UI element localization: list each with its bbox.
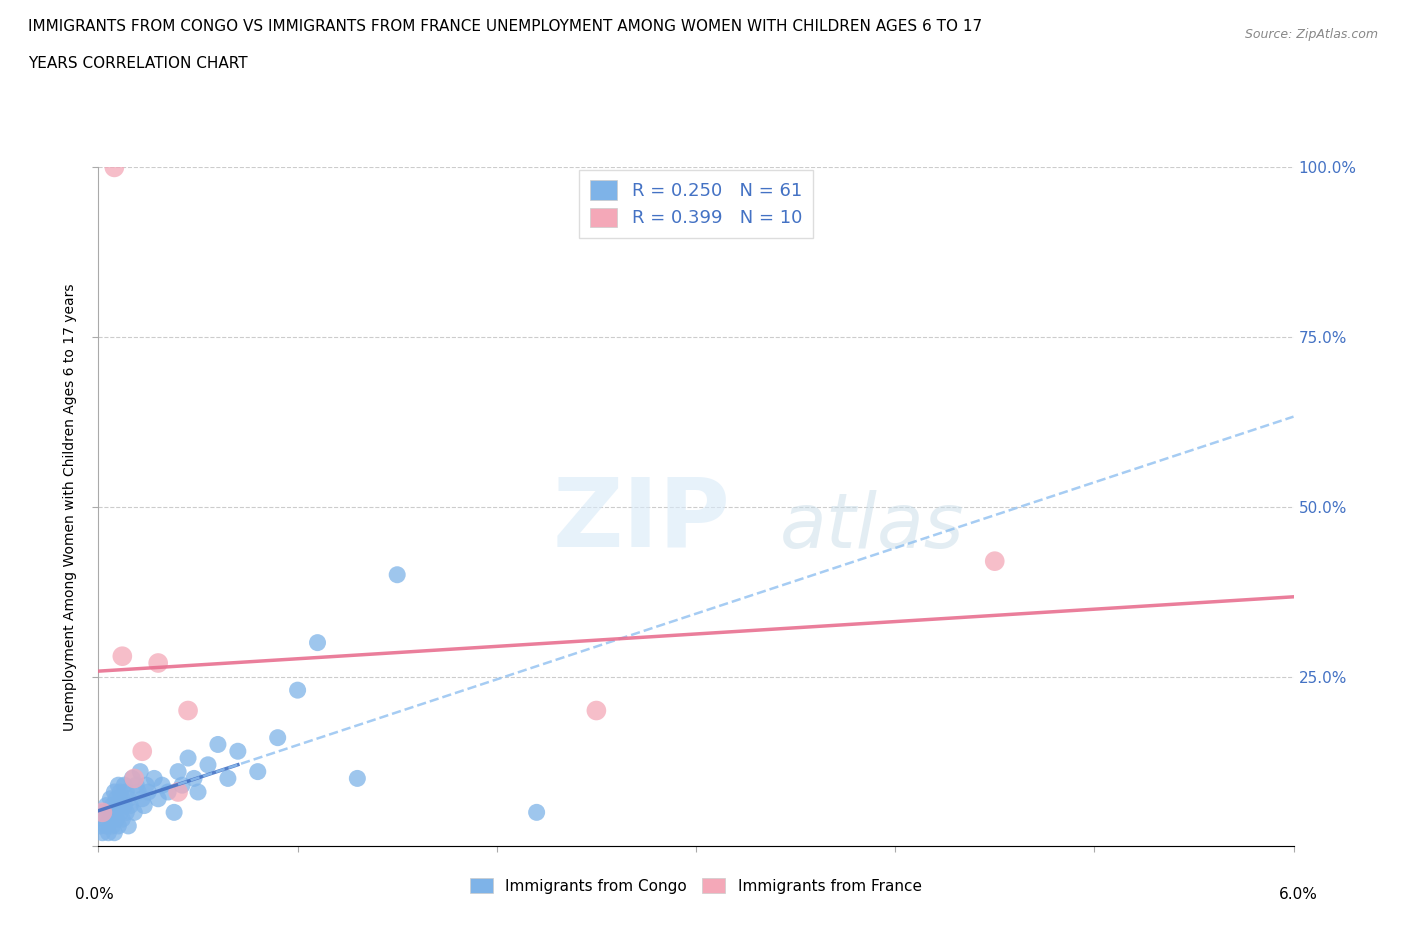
Point <box>110 785 132 800</box>
Point <box>129 764 152 779</box>
Point <box>112 798 135 813</box>
Point <box>91 805 114 820</box>
Y-axis label: Unemployment Among Women with Children Ages 6 to 17 years: Unemployment Among Women with Children A… <box>63 283 77 731</box>
Point <box>105 791 128 806</box>
Point <box>97 825 120 840</box>
Point <box>93 812 115 827</box>
Point <box>103 805 125 820</box>
Point <box>98 812 122 827</box>
Point <box>117 818 139 833</box>
Point <box>111 649 134 664</box>
Point <box>107 777 129 792</box>
Text: atlas: atlas <box>779 490 965 565</box>
Point <box>124 771 146 786</box>
Point <box>107 798 129 813</box>
Point <box>117 791 139 806</box>
Point <box>103 825 125 840</box>
Point <box>101 798 124 813</box>
Point <box>157 785 180 800</box>
Point <box>167 785 190 800</box>
Point <box>91 825 114 840</box>
Text: 0.0%: 0.0% <box>75 887 114 902</box>
Point <box>287 683 309 698</box>
Point <box>91 805 114 820</box>
Point <box>385 567 409 582</box>
Point <box>346 771 368 786</box>
Point <box>207 737 229 752</box>
Point <box>217 771 239 786</box>
Point <box>148 656 170 671</box>
Text: 6.0%: 6.0% <box>1278 887 1317 902</box>
Point <box>163 805 186 820</box>
Point <box>148 791 170 806</box>
Point <box>131 791 153 806</box>
Point <box>136 785 159 800</box>
Point <box>183 771 205 786</box>
Point <box>107 818 129 833</box>
Point <box>112 777 135 792</box>
Point <box>307 635 329 650</box>
Point <box>105 812 128 827</box>
Point <box>103 785 125 800</box>
Point <box>131 744 153 759</box>
Point <box>120 798 142 813</box>
Point <box>121 771 143 786</box>
Point <box>187 785 209 800</box>
Point <box>115 785 138 800</box>
Point <box>167 764 190 779</box>
Legend: Immigrants from Congo, Immigrants from France: Immigrants from Congo, Immigrants from F… <box>464 871 928 899</box>
Point <box>135 777 157 792</box>
Point <box>585 703 607 718</box>
Point <box>110 805 132 820</box>
Point <box>115 805 138 820</box>
Point <box>89 818 111 833</box>
Point <box>124 805 146 820</box>
Text: Source: ZipAtlas.com: Source: ZipAtlas.com <box>1244 28 1378 41</box>
Point <box>96 798 118 813</box>
Point <box>177 703 200 718</box>
Point <box>101 818 124 833</box>
Point <box>134 798 156 813</box>
Point <box>526 805 548 820</box>
Point <box>172 777 194 792</box>
Point <box>197 757 219 772</box>
Text: ZIP: ZIP <box>553 474 731 567</box>
Point <box>246 764 269 779</box>
Point <box>150 777 173 792</box>
Point <box>127 785 149 800</box>
Point <box>103 160 125 175</box>
Point <box>125 777 148 792</box>
Point <box>267 730 290 745</box>
Point <box>226 744 249 759</box>
Point <box>143 771 166 786</box>
Point <box>97 805 120 820</box>
Text: YEARS CORRELATION CHART: YEARS CORRELATION CHART <box>28 56 247 71</box>
Point <box>98 791 122 806</box>
Point <box>111 812 134 827</box>
Point <box>984 553 1007 568</box>
Point <box>177 751 200 765</box>
Text: IMMIGRANTS FROM CONGO VS IMMIGRANTS FROM FRANCE UNEMPLOYMENT AMONG WOMEN WITH CH: IMMIGRANTS FROM CONGO VS IMMIGRANTS FROM… <box>28 19 983 33</box>
Point <box>96 818 118 833</box>
Point <box>111 791 134 806</box>
